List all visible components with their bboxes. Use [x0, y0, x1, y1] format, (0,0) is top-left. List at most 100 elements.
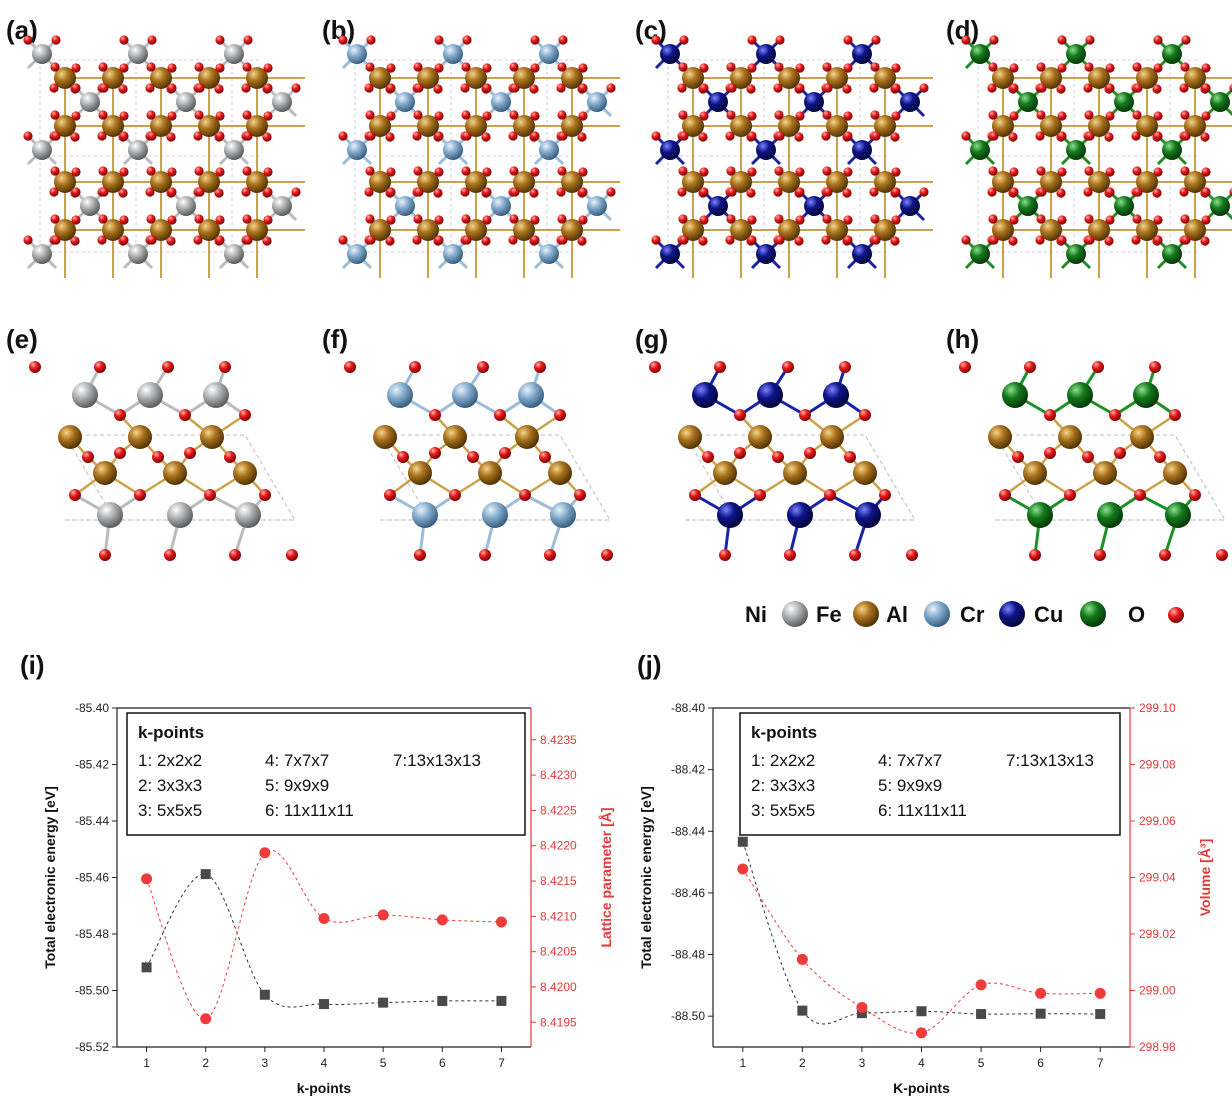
o-atom [263, 111, 273, 121]
o-atom [99, 549, 111, 561]
kpoints-box-entry: 2: 3x3x3 [751, 776, 815, 795]
panel-label-h: (h) [946, 324, 979, 354]
o-atom [879, 489, 891, 501]
panel-label-c: (c) [635, 15, 667, 45]
o-atom [263, 83, 273, 93]
o-atom [1153, 215, 1163, 225]
o-atom [871, 131, 881, 141]
o-atom [822, 62, 832, 72]
o-atom [434, 235, 444, 245]
fe-atom [1136, 219, 1158, 241]
fe-atom [1088, 219, 1110, 241]
ni-atom [224, 244, 244, 264]
cr-atom [395, 196, 415, 216]
o-atom [689, 489, 701, 501]
o-atom [385, 132, 395, 142]
right-tick-label: 8.4230 [540, 768, 577, 782]
o-atom [461, 110, 471, 120]
cu-atom [1210, 196, 1230, 216]
energy-series-line [742, 841, 1101, 1025]
o-atom [29, 361, 41, 373]
o-atom [434, 167, 444, 177]
o-atom [870, 62, 880, 72]
o-atom [530, 131, 540, 141]
o-atom [460, 187, 470, 197]
o-atom [1084, 62, 1094, 72]
o-atom [558, 35, 568, 45]
o-atom [999, 489, 1011, 501]
fe-atom [682, 171, 704, 193]
o-atom [461, 166, 471, 176]
o-atom [1104, 236, 1114, 246]
right-series-point [318, 912, 330, 924]
o-atom [578, 187, 588, 197]
fe-atom [408, 461, 432, 485]
o-atom [1083, 83, 1093, 93]
fe-atom [1130, 425, 1154, 449]
cu-atom [804, 92, 824, 112]
fe-atom [820, 425, 844, 449]
o-atom [1009, 215, 1019, 225]
o-atom [578, 111, 588, 121]
o-atom [365, 110, 375, 120]
o-atom [606, 187, 616, 197]
o-atom [69, 489, 81, 501]
left-tick-label: -85.46 [75, 871, 109, 885]
fe-atom [1136, 115, 1158, 137]
o-atom [539, 451, 551, 463]
o-atom [1012, 451, 1024, 463]
o-atom [1035, 131, 1045, 141]
ni-atom [128, 44, 148, 64]
o-atom [49, 83, 59, 93]
fe-atom [1184, 115, 1206, 137]
o-atom [338, 235, 348, 245]
o-atom [678, 62, 688, 72]
fe-atom [150, 219, 172, 241]
o-atom [698, 132, 708, 142]
o-atom [1132, 62, 1142, 72]
o-atom [482, 83, 492, 93]
x-axis-label: k-points [297, 1080, 352, 1096]
fe-atom [992, 219, 1014, 241]
o-atom [822, 110, 832, 120]
o-atom [1104, 132, 1114, 142]
o-atom [1036, 62, 1046, 72]
right-tick-label: 8.4235 [540, 733, 577, 747]
fe-atom [561, 219, 583, 241]
o-atom [714, 361, 726, 373]
energy-point [976, 1009, 987, 1020]
o-atom [821, 131, 831, 141]
left-tick-label: -88.42 [671, 763, 705, 777]
ni-atom [128, 244, 148, 264]
o-atom [50, 214, 60, 224]
o-atom [989, 235, 999, 245]
fe-atom [992, 67, 1014, 89]
panel-label-i: (i) [20, 650, 45, 680]
x-axis-label: K-points [893, 1080, 950, 1096]
fe-atom [150, 115, 172, 137]
cu-atom [660, 140, 680, 160]
o-atom [1216, 549, 1228, 561]
fe-atom [874, 67, 896, 89]
o-atom [51, 131, 61, 141]
o-atom [961, 235, 971, 245]
cu-atom [823, 382, 849, 408]
fe-atom [54, 219, 76, 241]
fe-atom [1136, 171, 1158, 193]
kpoints-info-box [739, 712, 1121, 836]
cu-atom [708, 92, 728, 112]
o-atom [891, 83, 901, 93]
o-atom [147, 235, 157, 245]
o-atom [1200, 132, 1210, 142]
cr-atom [539, 44, 559, 64]
cu-atom [1002, 382, 1028, 408]
left-tick-label: -85.44 [75, 814, 109, 828]
o-atom [795, 215, 805, 225]
o-atom [365, 166, 375, 176]
o-atom [699, 63, 709, 73]
legend-swatch-o [1168, 607, 1184, 623]
o-atom [1159, 549, 1171, 561]
energy-point [200, 869, 211, 880]
o-atom [82, 451, 94, 463]
cr-atom [443, 44, 463, 64]
